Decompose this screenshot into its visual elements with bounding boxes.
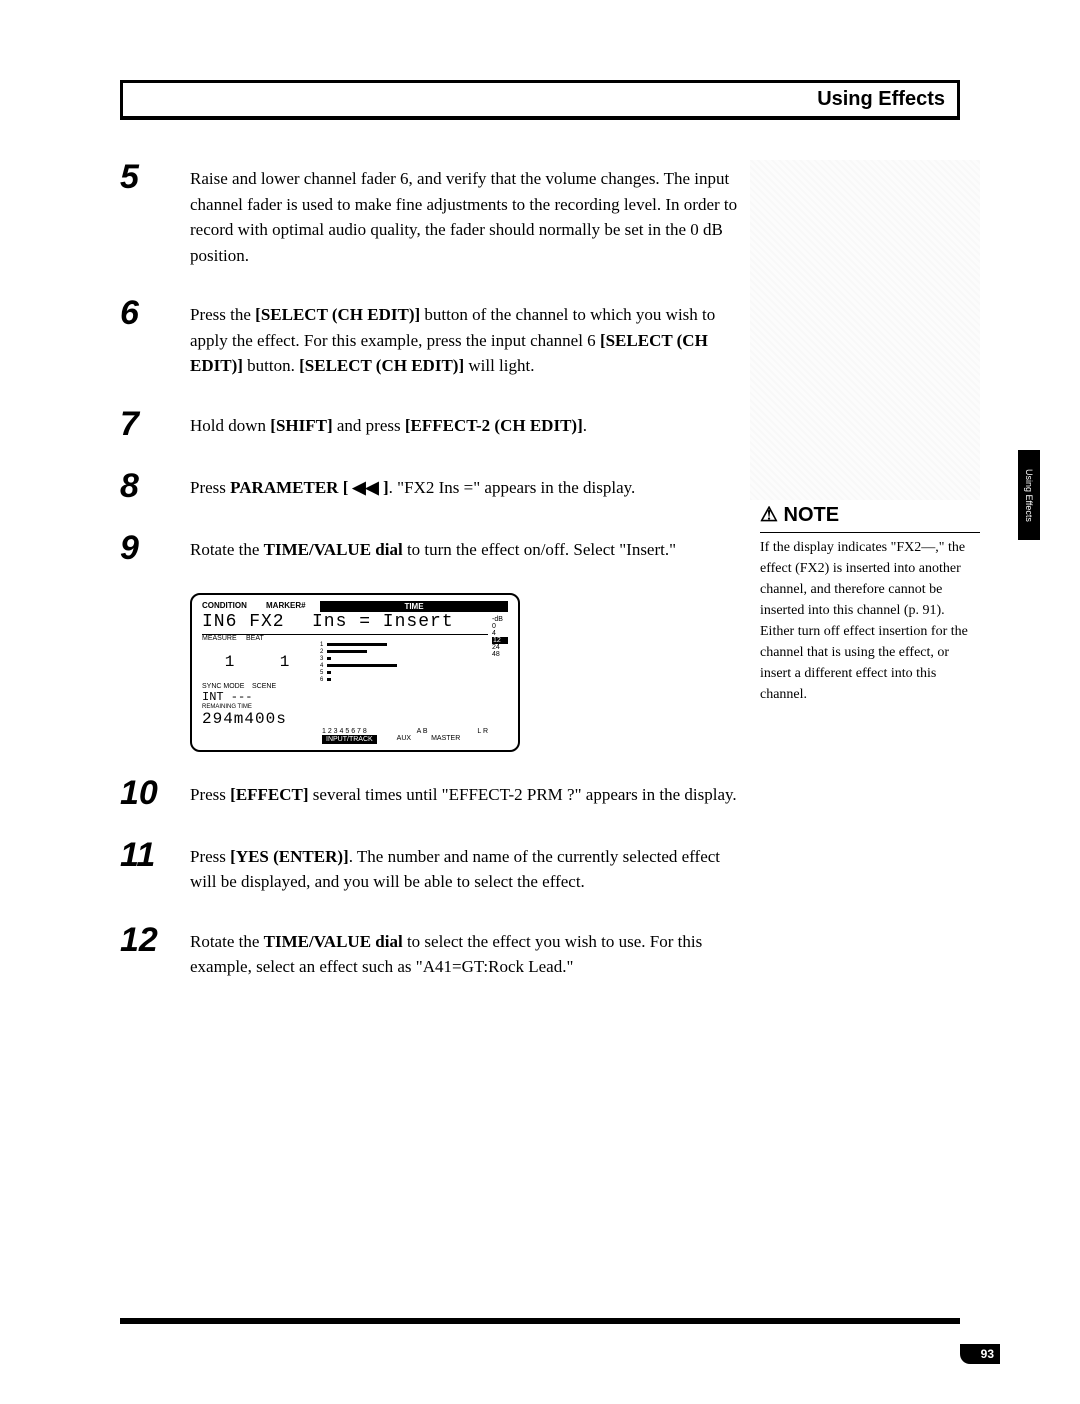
- lcd-label: L R: [477, 728, 488, 735]
- lcd-label: MASTER: [431, 735, 460, 744]
- note-text: If the display indicates "FX2—," the eff…: [760, 537, 980, 705]
- main-content: 5 Raise and lower channel fader 6, and v…: [120, 160, 740, 1008]
- lcd-label: TIME: [320, 601, 508, 612]
- step-10: 10 Press [EFFECT] several times until "E…: [120, 776, 740, 810]
- lcd-label: A B: [417, 728, 428, 735]
- lcd-value: INT ---: [202, 690, 312, 704]
- step-text: Raise and lower channel fader 6, and ver…: [190, 160, 740, 268]
- lcd-label: INPUT/TRACK: [322, 735, 377, 744]
- lcd-meter: 1 2 3 4 5 6: [320, 642, 488, 683]
- step-9: 9 Rotate the TIME/VALUE dial to turn the…: [120, 531, 740, 565]
- lcd-value: Ins = Insert: [312, 612, 454, 632]
- step-7: 7 Hold down [SHIFT] and press [EFFECT-2 …: [120, 407, 740, 441]
- step-number: 7: [120, 407, 190, 441]
- chapter-header: Using Effects: [120, 80, 960, 120]
- lcd-label: SCENE: [252, 683, 282, 690]
- step-12: 12 Rotate the TIME/VALUE dial to select …: [120, 923, 740, 980]
- note-icon: ⚠ NOTE: [760, 500, 980, 533]
- lcd-label: CONDITION: [202, 601, 262, 612]
- lcd-value: IN6 FX2: [202, 612, 312, 632]
- note-callout: ⚠ NOTE If the display indicates "FX2—," …: [760, 500, 980, 705]
- bleed-through-graphic: [750, 160, 980, 500]
- step-number: 6: [120, 296, 190, 379]
- lcd-label: MARKER#: [266, 601, 316, 612]
- lcd-label: SYNC MODE: [202, 683, 252, 690]
- step-text: Rotate the TIME/VALUE dial to turn the e…: [190, 531, 676, 565]
- chapter-title: Using Effects: [817, 88, 945, 111]
- lcd-label: 1 2 3 4 5 6 7 8: [322, 728, 367, 735]
- step-11: 11 Press [YES (ENTER)]. The number and n…: [120, 838, 740, 895]
- lcd-value: 1: [202, 653, 257, 671]
- step-text: Press [EFFECT] several times until "EFFE…: [190, 776, 737, 810]
- step-number: 12: [120, 923, 190, 980]
- step-5: 5 Raise and lower channel fader 6, and v…: [120, 160, 740, 268]
- step-number: 8: [120, 469, 190, 503]
- lcd-display: CONDITION MARKER# TIME IN6 FX2 Ins = Ins…: [190, 593, 740, 752]
- step-number: 9: [120, 531, 190, 565]
- step-text: Press PARAMETER [ ◀◀ ]. "FX2 Ins =" appe…: [190, 469, 635, 503]
- step-number: 10: [120, 776, 190, 810]
- step-8: 8 Press PARAMETER [ ◀◀ ]. "FX2 Ins =" ap…: [120, 469, 740, 503]
- step-text: Press [YES (ENTER)]. The number and name…: [190, 838, 740, 895]
- step-number: 5: [120, 160, 190, 268]
- page-number: 93: [960, 1344, 1000, 1364]
- lcd-label: AUX: [397, 735, 411, 744]
- lcd-label: BEAT: [246, 635, 264, 642]
- footer-rule: [120, 1318, 960, 1324]
- lcd-label: MEASURE: [202, 635, 242, 642]
- step-number: 11: [120, 838, 190, 895]
- lcd-value: 1: [257, 653, 312, 671]
- step-text: Press the [SELECT (CH EDIT)] button of t…: [190, 296, 740, 379]
- side-tab: Using Effects: [1018, 450, 1040, 540]
- step-text: Hold down [SHIFT] and press [EFFECT-2 (C…: [190, 407, 587, 441]
- lcd-value: 294m400s: [202, 710, 287, 728]
- step-text: Rotate the TIME/VALUE dial to select the…: [190, 923, 740, 980]
- step-6: 6 Press the [SELECT (CH EDIT)] button of…: [120, 296, 740, 379]
- lcd-scale: -dB 0 4 12 24 48: [488, 612, 508, 674]
